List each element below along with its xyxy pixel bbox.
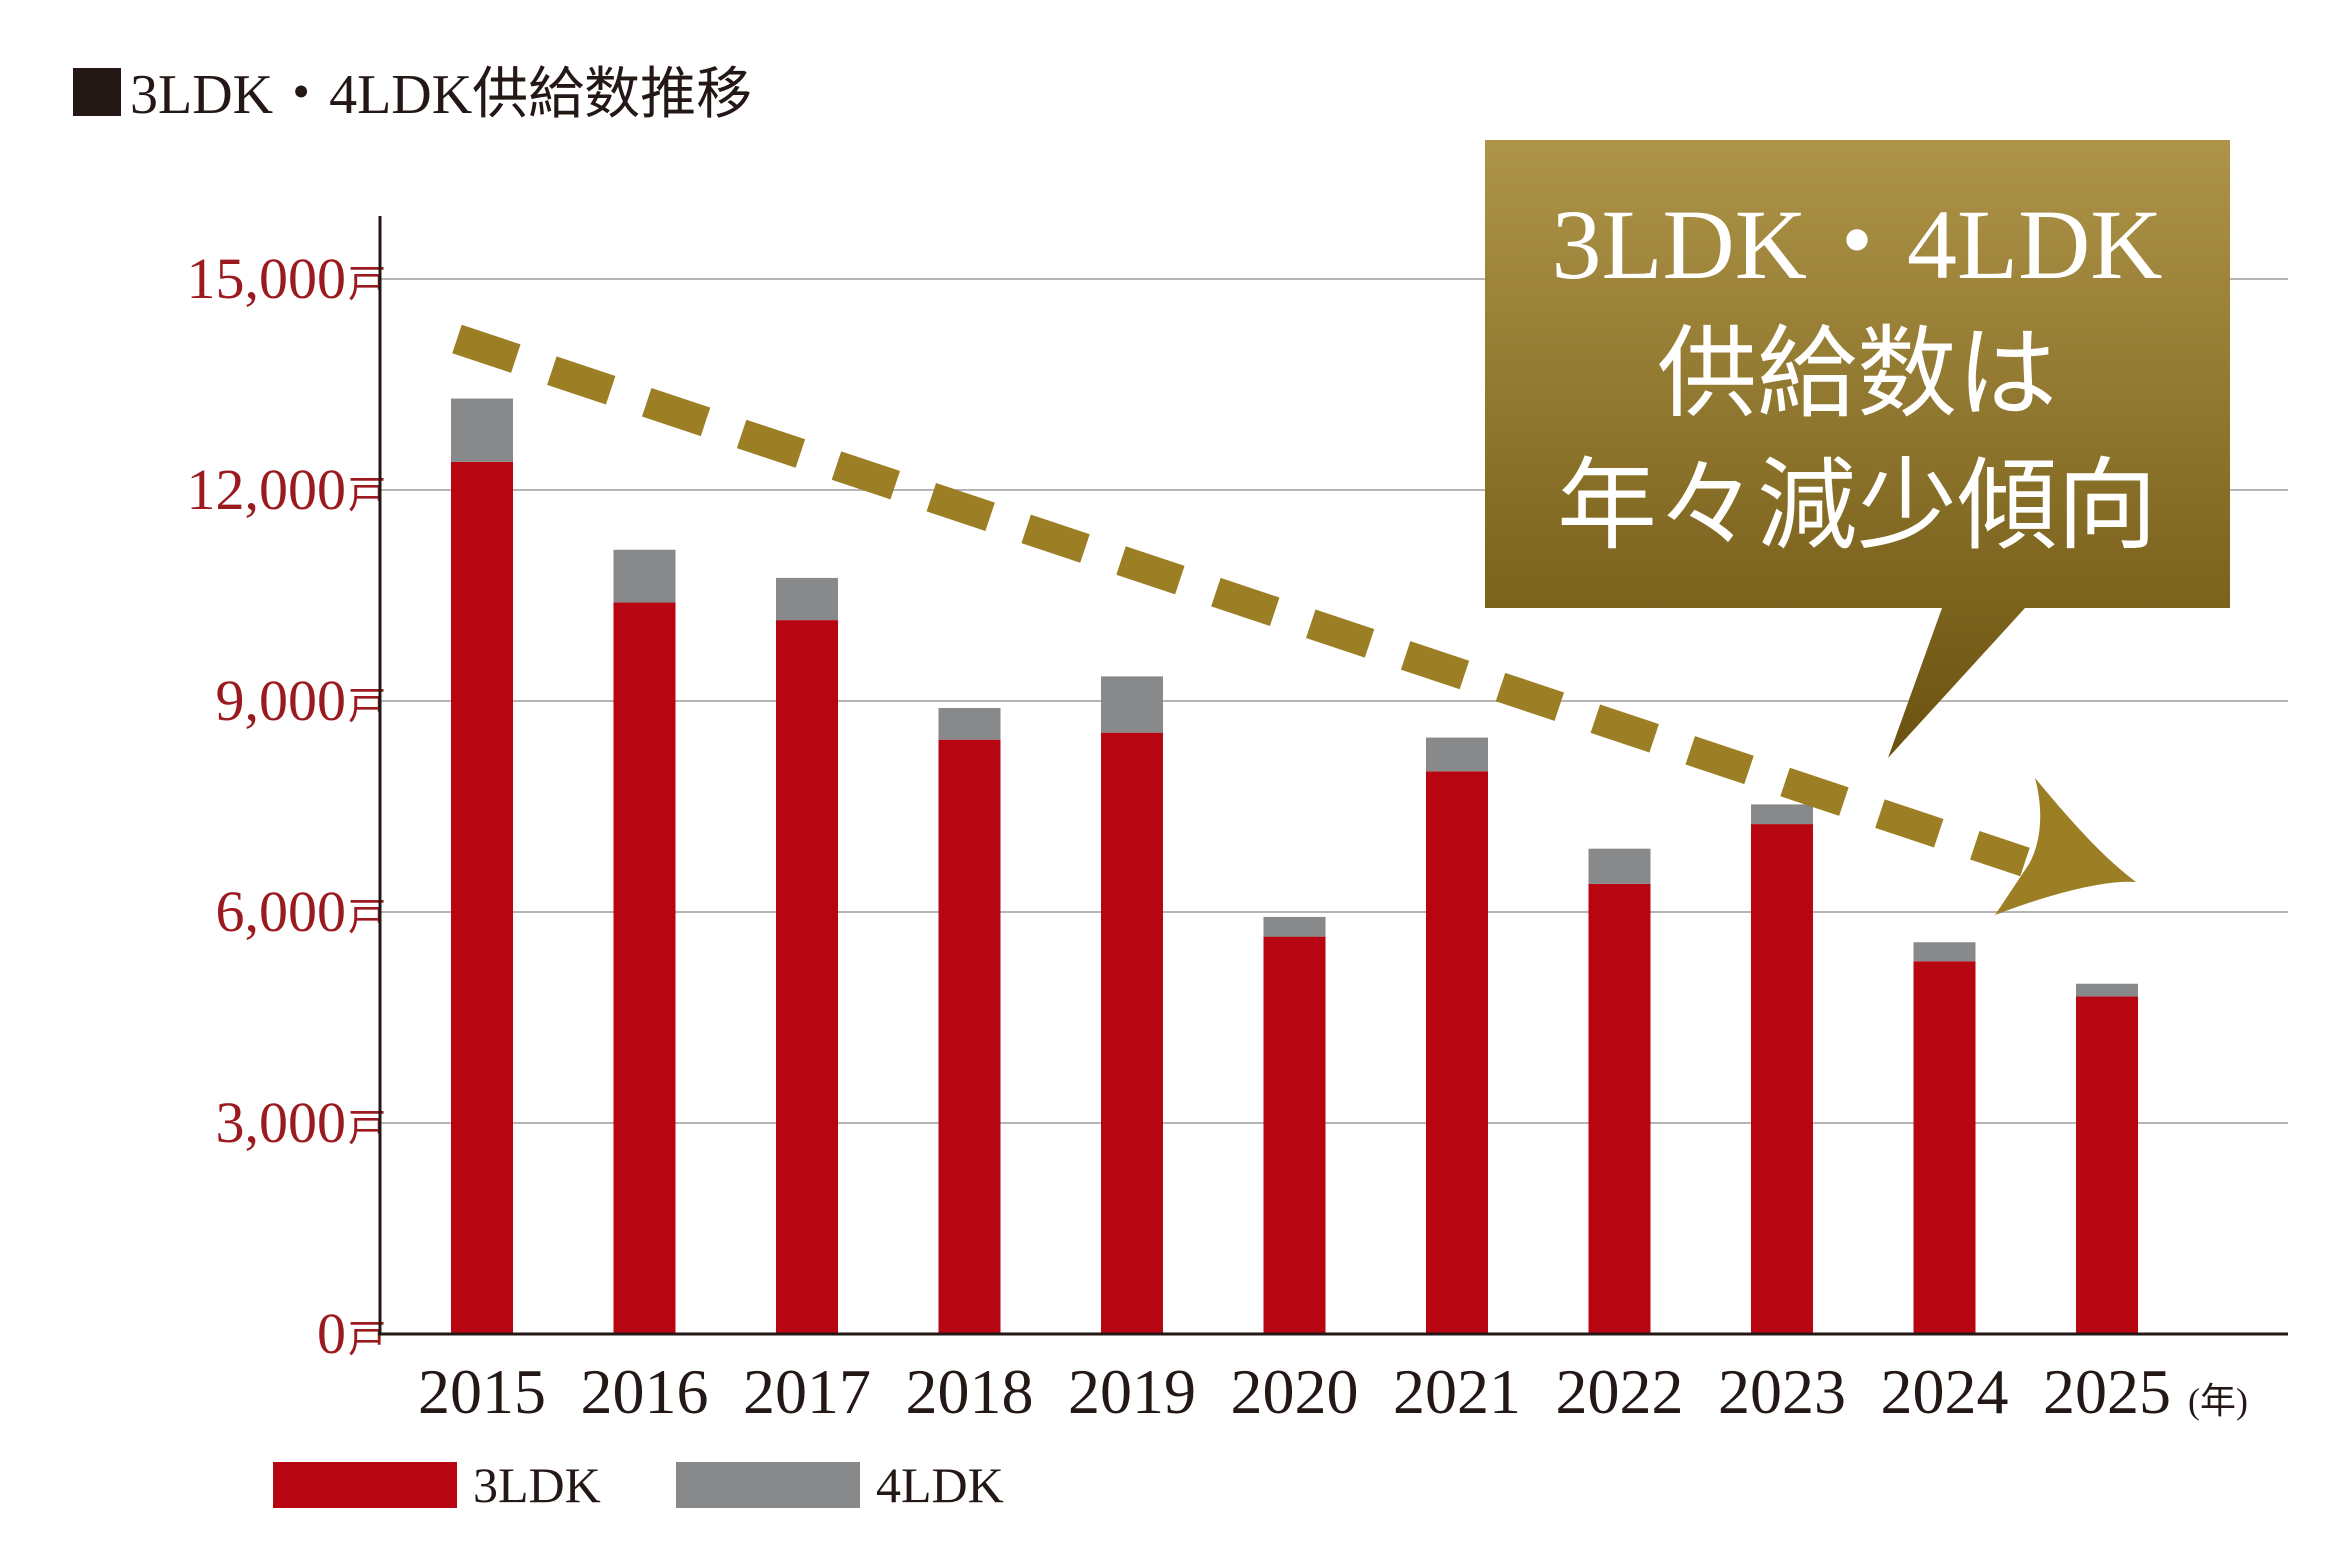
callout-shape xyxy=(1485,140,2230,758)
callout-line-1: 3LDK・4LDK xyxy=(1551,189,2162,300)
legend-label-3ldk: 3LDK xyxy=(473,1457,601,1513)
bar-4ldk-2020 xyxy=(1263,916,1326,937)
bar-4ldk-2025 xyxy=(2076,983,2138,997)
bar-3ldk-2015 xyxy=(451,461,513,1334)
y-tick-label: 6,000 xyxy=(216,879,347,944)
x-tick-label: 2021 xyxy=(1393,1356,1521,1427)
bar-3ldk-2024 xyxy=(1913,961,1976,1334)
y-axis-ticks: 0 戸3,000 戸6,000 戸9,000 戸12,000 戸15,000 戸 xyxy=(187,246,387,1366)
x-tick-label: 2016 xyxy=(581,1356,709,1427)
legend-label-4ldk: 4LDK xyxy=(876,1457,1004,1513)
x-tick-label: 2017 xyxy=(743,1356,871,1427)
x-tick-label: 2020 xyxy=(1231,1356,1359,1427)
bar-3ldk-2018 xyxy=(938,739,1001,1334)
y-tick-label: 15,000 xyxy=(187,246,347,311)
bar-4ldk-2015 xyxy=(451,398,513,462)
callout-box: 3LDK・4LDK 供給数は 年々減少傾向 xyxy=(1485,140,2230,758)
callout-line-3: 年々減少傾向 xyxy=(1557,451,2157,562)
bar-4ldk-2023 xyxy=(1751,804,1813,825)
x-tick-label: 2023 xyxy=(1718,1356,1846,1427)
bar-4ldk-2017 xyxy=(776,577,838,621)
y-tick-label: 0 xyxy=(317,1301,346,1366)
bar-4ldk-2018 xyxy=(938,708,1001,740)
x-tick-label: 2018 xyxy=(906,1356,1034,1427)
bar-3ldk-2020 xyxy=(1263,936,1326,1334)
bar-3ldk-2025 xyxy=(2076,996,2138,1334)
legend-swatch-3ldk xyxy=(273,1462,457,1508)
x-tick-label: 2022 xyxy=(1556,1356,1684,1427)
legend: 3LDK 4LDK xyxy=(273,1457,1004,1513)
bar-3ldk-2022 xyxy=(1588,883,1651,1334)
bar-4ldk-2022 xyxy=(1588,848,1651,884)
bar-3ldk-2019 xyxy=(1101,732,1163,1334)
bar-4ldk-2024 xyxy=(1913,942,1976,962)
bar-4ldk-2016 xyxy=(613,549,676,603)
bars xyxy=(451,398,2138,1334)
trend-line xyxy=(452,324,2030,877)
bar-3ldk-2016 xyxy=(613,602,676,1334)
x-tick-label: 2024 xyxy=(1881,1356,2009,1427)
x-axis-unit: (年) xyxy=(2188,1381,2248,1421)
x-tick-label: 2019 xyxy=(1068,1356,1196,1427)
bar-4ldk-2019 xyxy=(1101,676,1163,733)
y-tick-label: 12,000 xyxy=(187,457,347,522)
callout-line-2: 供給数は xyxy=(1657,319,2057,430)
bar-3ldk-2023 xyxy=(1751,824,1813,1334)
bar-3ldk-2021 xyxy=(1426,771,1488,1334)
title-marker xyxy=(73,68,121,116)
y-tick-label: 3,000 xyxy=(216,1090,347,1155)
bar-3ldk-2017 xyxy=(776,620,838,1334)
trend-arrowhead xyxy=(1995,778,2136,915)
legend-swatch-4ldk xyxy=(676,1462,860,1508)
bar-4ldk-2021 xyxy=(1426,737,1488,772)
x-axis-ticks: 2015 2016 2017 2018 2019 2020 2021 2022 2023 2024… xyxy=(418,1356,2171,1427)
chart-title: 3LDK・4LDK供給数推移 xyxy=(130,64,752,126)
x-tick-label: 2015 xyxy=(418,1356,546,1427)
trend-arrow xyxy=(452,324,2136,915)
y-tick-label: 9,000 xyxy=(216,668,347,733)
x-tick-label: 2025 xyxy=(2043,1356,2171,1427)
